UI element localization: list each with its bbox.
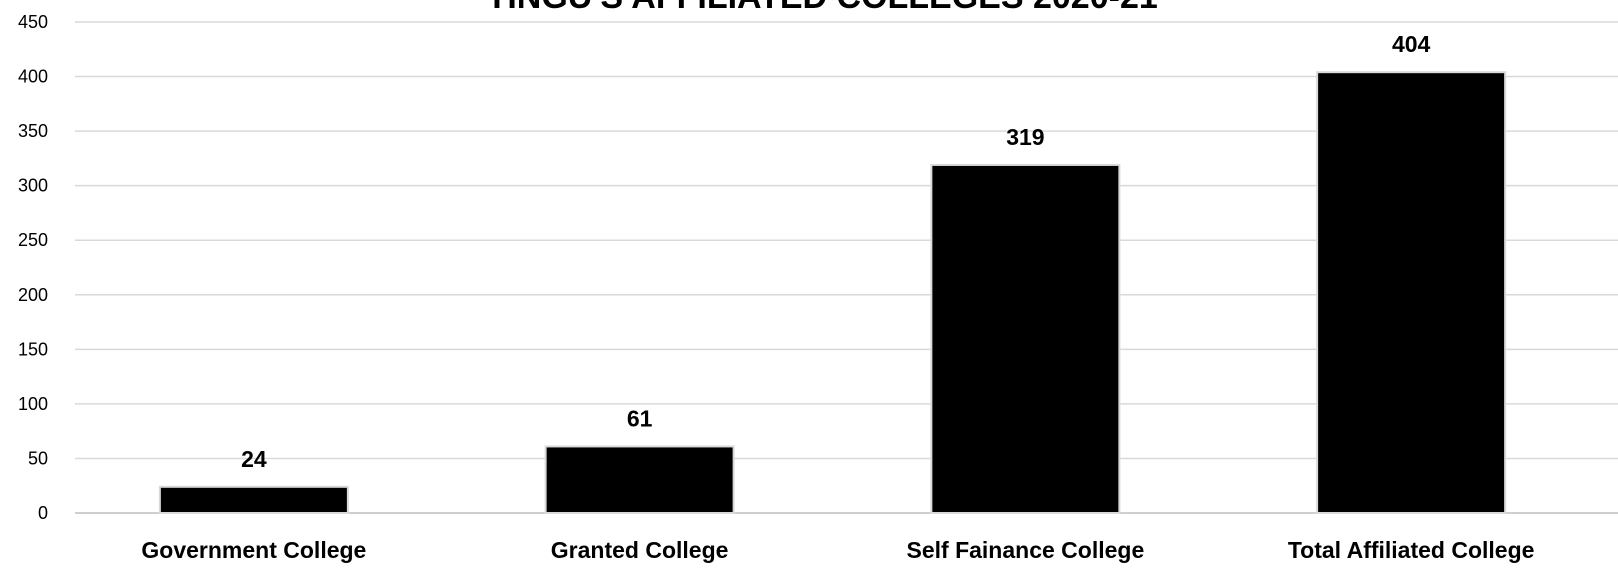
data-label: 319 <box>1006 124 1044 150</box>
y-tick-label: 50 <box>28 448 48 468</box>
y-tick-label: 300 <box>18 176 48 196</box>
y-tick-label: 450 <box>18 12 48 32</box>
x-category-label: Self Fainance College <box>907 537 1145 563</box>
bar-total-affiliated-college <box>1316 71 1507 515</box>
bar-self-fainance-college <box>930 163 1121 515</box>
bars <box>158 71 1507 515</box>
y-tick-label: 350 <box>18 121 48 141</box>
y-tick-label: 150 <box>18 339 48 359</box>
gridlines <box>75 21 1618 514</box>
x-category-label: Granted College <box>551 537 729 563</box>
data-labels: 24 61 319 404 <box>241 31 1430 472</box>
y-tick-label: 400 <box>18 67 48 87</box>
y-tick-label: 200 <box>18 285 48 305</box>
x-category-label: Total Affiliated College <box>1288 537 1535 563</box>
bar-granted-college <box>544 445 735 515</box>
data-label: 61 <box>627 405 653 431</box>
data-label: 24 <box>241 446 267 472</box>
data-label: 404 <box>1392 31 1431 57</box>
chart-title: HNGU'S AFFILIATED COLLEGES 2020-21 <box>492 0 1158 16</box>
x-category-label: Government College <box>141 537 366 563</box>
bar-government-college <box>158 485 349 514</box>
x-axis-labels: Government College Granted College Self Fa… <box>141 537 1534 563</box>
y-tick-label: 100 <box>18 394 48 414</box>
y-tick-label: 250 <box>18 230 48 250</box>
y-axis-ticks: 0 50 100 150 200 250 300 350 400 450 <box>18 12 48 523</box>
y-tick-label: 0 <box>38 503 48 523</box>
